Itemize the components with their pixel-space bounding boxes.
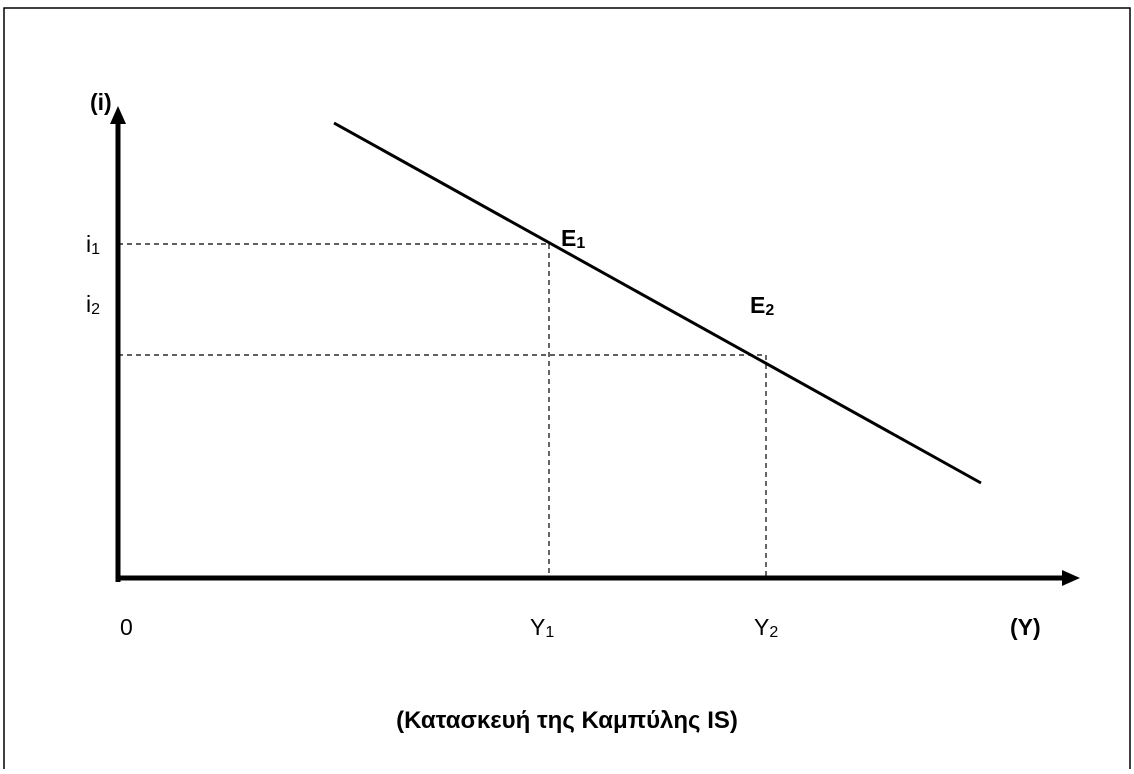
label-sub: 2 — [769, 624, 778, 641]
label-base: Y — [754, 614, 769, 640]
y-level: i1 — [86, 231, 100, 258]
caption: (Κατασκευή της Καμπύλης IS) — [396, 707, 738, 734]
label-base: E — [561, 225, 576, 251]
y-axis-label: (i) — [90, 89, 112, 115]
x-level: Y1 — [530, 614, 554, 641]
y-arrow — [110, 106, 126, 124]
frame — [3, 7, 1131, 769]
label-base: i — [86, 231, 91, 257]
point-label: E2 — [750, 292, 774, 319]
y-level: i2 — [86, 291, 100, 318]
is-curve — [333, 121, 982, 485]
x-level: Y2 — [754, 614, 778, 641]
origin-label: 0 — [120, 614, 133, 640]
label-base: E — [750, 292, 765, 318]
x-arrow — [1062, 570, 1080, 586]
x-axis-label: (Y) — [1010, 614, 1041, 640]
label-sub: 1 — [576, 235, 585, 252]
label-sub: 2 — [91, 301, 100, 318]
label-sub: 1 — [545, 624, 554, 641]
label-base: Y — [530, 614, 545, 640]
label-sub: 1 — [91, 241, 100, 258]
label-base: i — [86, 291, 91, 317]
label-sub: 2 — [765, 302, 774, 319]
guides — [118, 243, 767, 578]
point-label: E1 — [561, 225, 585, 252]
